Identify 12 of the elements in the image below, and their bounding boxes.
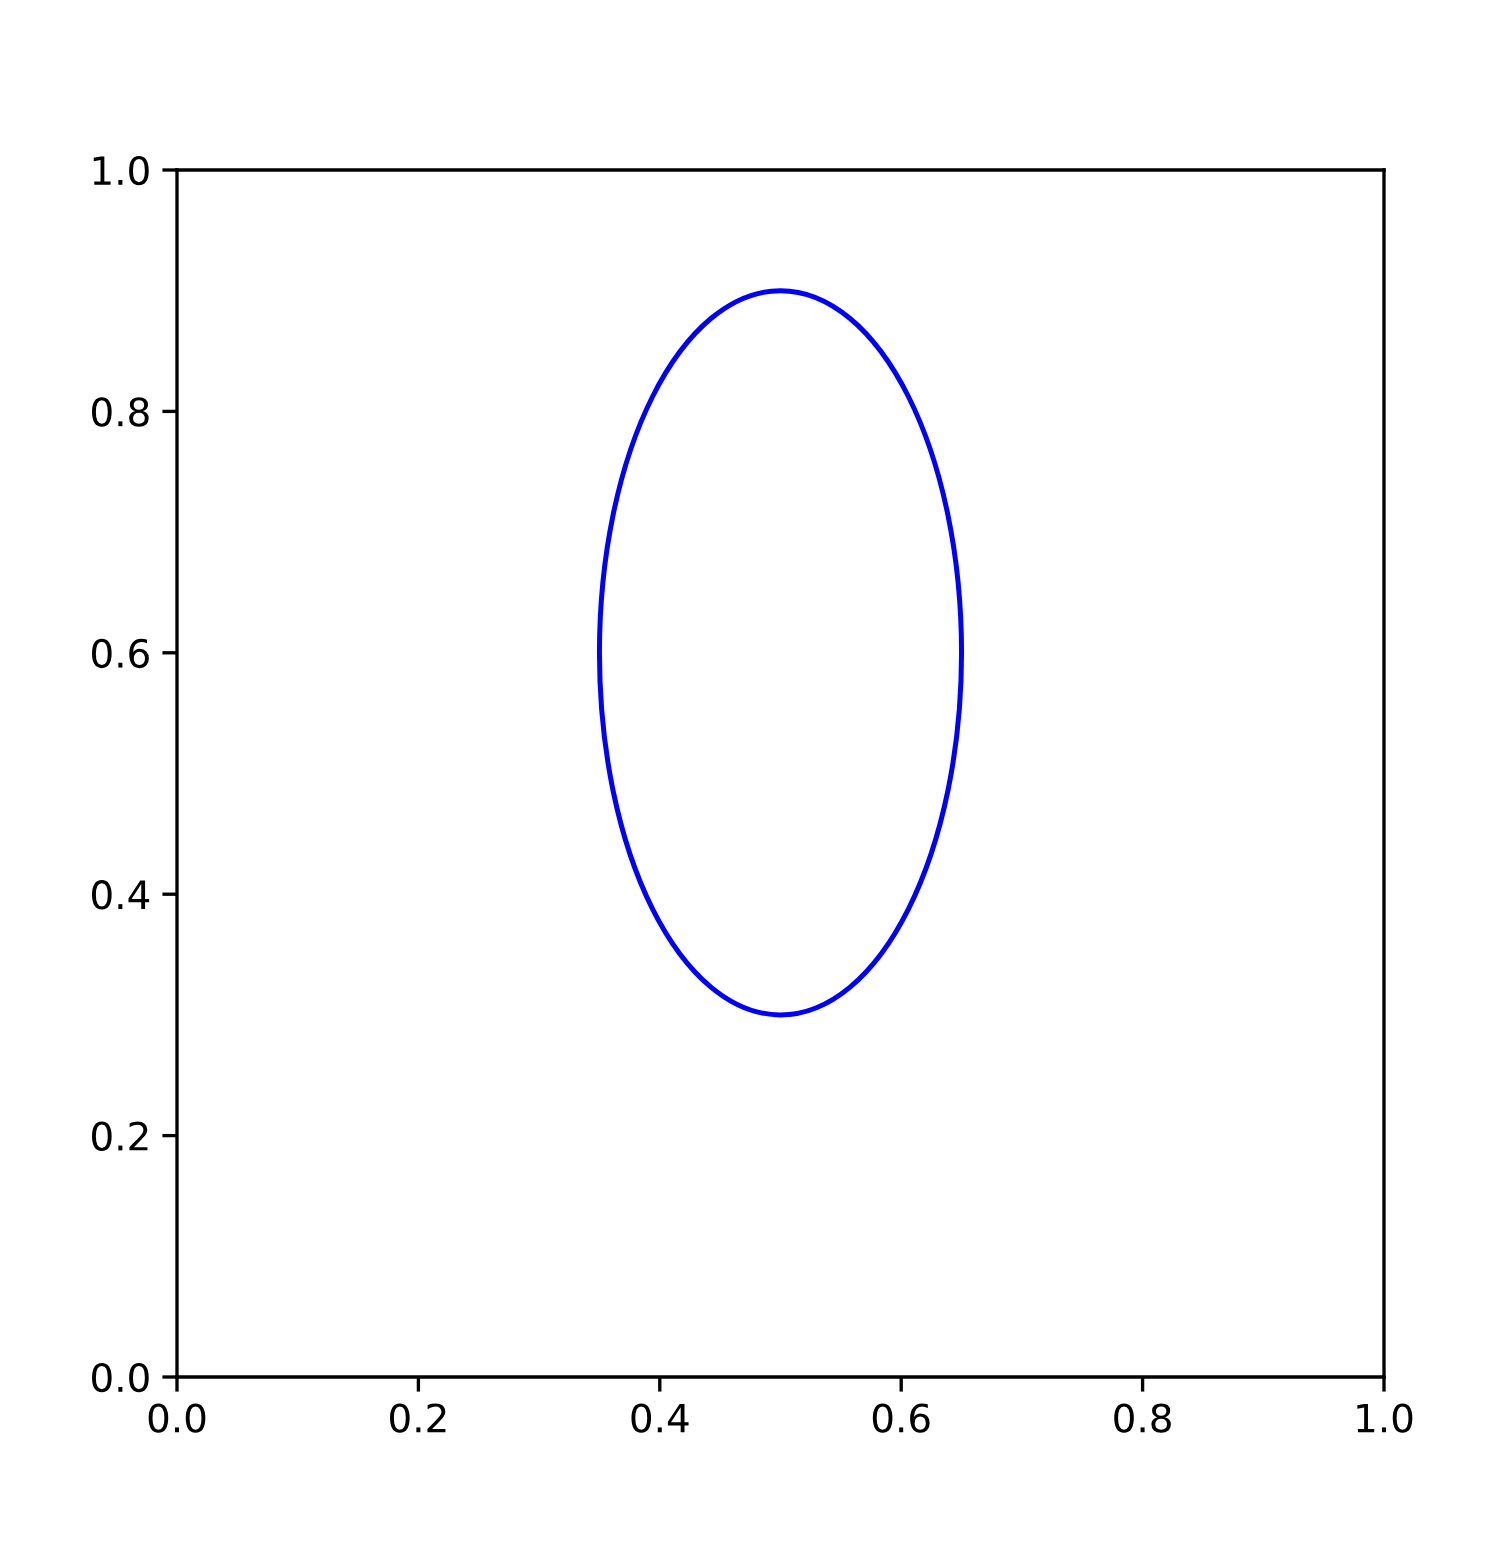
x-tick-label: 0.6	[872, 1403, 930, 1433]
x-tick-label: 0.0	[148, 1403, 206, 1433]
x-tick-label: 0.4	[631, 1403, 689, 1433]
y-tick-label: 0.4	[92, 880, 150, 910]
y-tick-label: 0.8	[92, 397, 149, 427]
x-tick-label: 1.0	[1357, 1403, 1413, 1433]
x-tick-label: 0.2	[390, 1403, 446, 1433]
x-tick-label: 0.8	[1114, 1403, 1171, 1433]
y-tick-label: 0.2	[92, 1121, 148, 1151]
y-tick-label: 0.6	[92, 638, 149, 669]
y-tick-label: 1.0	[93, 155, 149, 186]
y-tick-label: 0.0	[92, 1362, 149, 1393]
